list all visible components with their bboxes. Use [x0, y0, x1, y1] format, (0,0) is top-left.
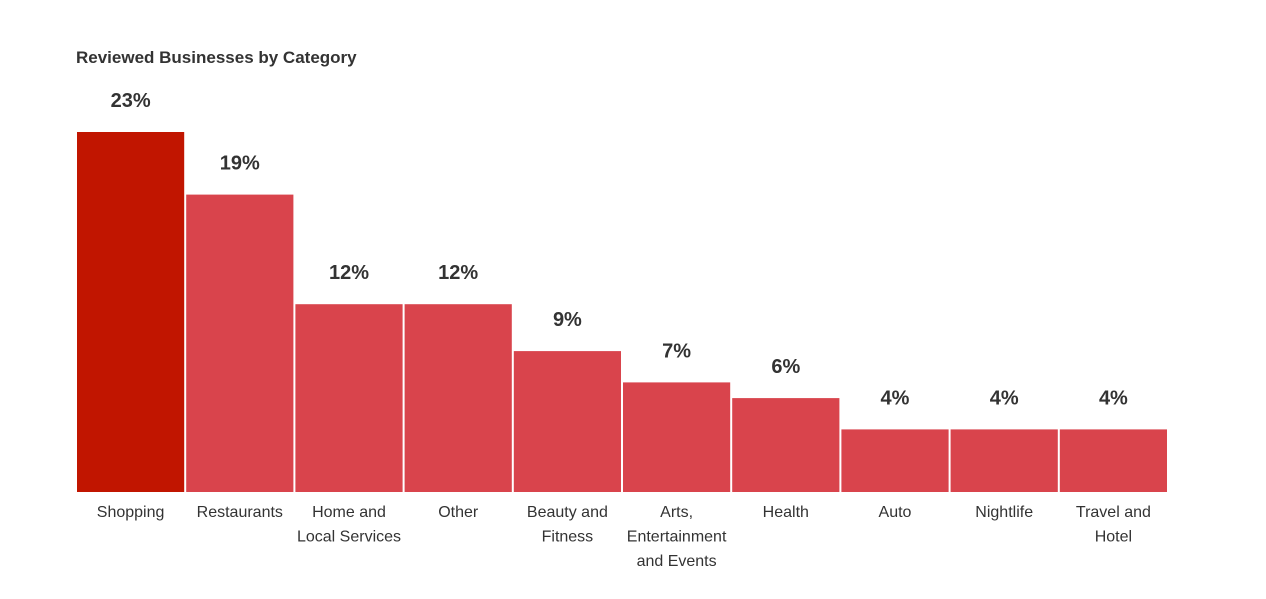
value-labels-group: 23% 19% 12% 12% 9% 7% 6% 4% 4% 4%: [111, 90, 1128, 409]
bar-value-label: 4%: [881, 387, 910, 409]
category-label: Other: [438, 504, 479, 521]
category-label: Auto: [879, 504, 912, 521]
bar-value-label: 4%: [1099, 387, 1128, 409]
bar: [404, 304, 512, 492]
bar-value-label: 7%: [662, 340, 691, 362]
bars-group: [77, 132, 1167, 492]
category-label: Nightlife: [975, 504, 1033, 521]
bar-value-label: 19%: [220, 153, 260, 175]
category-label: Shopping: [97, 504, 165, 521]
bar: [77, 132, 185, 492]
bar-value-label: 6%: [771, 356, 800, 378]
bar-value-label: 23%: [111, 90, 151, 112]
bar: [1059, 429, 1167, 492]
bar: [513, 351, 621, 492]
category-label: Health: [763, 504, 809, 521]
category-label: Travel and Hotel: [1076, 504, 1151, 546]
bar-value-label: 4%: [990, 387, 1019, 409]
bar: [623, 382, 731, 492]
category-label: Arts, Entertainment and Events: [627, 504, 727, 570]
bar: [841, 429, 949, 492]
category-label: Home and Local Services: [297, 504, 401, 546]
bar: [732, 398, 840, 492]
bar: [950, 429, 1058, 492]
bar-value-label: 9%: [553, 309, 582, 331]
bar: [295, 304, 403, 492]
bar-value-label: 12%: [329, 262, 369, 284]
bar: [186, 194, 294, 492]
category-labels-group: Shopping Restaurants Home and Local Service…: [97, 504, 1151, 570]
bar-value-label: 12%: [438, 262, 478, 284]
category-label: Restaurants: [197, 504, 283, 521]
chart-title: Reviewed Businesses by Category: [76, 48, 357, 67]
category-label: Beauty and Fitness: [527, 504, 608, 546]
